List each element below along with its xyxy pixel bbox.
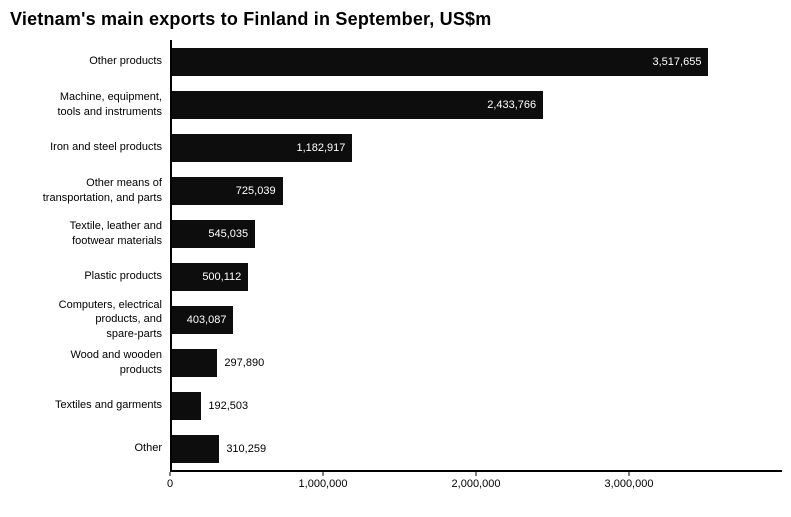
category-label: Other means of transportation, and parts	[42, 177, 162, 204]
value-label: 545,035	[208, 227, 249, 240]
value-label: 297,890	[224, 356, 265, 369]
bar	[172, 391, 202, 420]
bar-row: Iron and steel products 1,182,917	[50, 126, 782, 169]
category-label: Other products	[89, 55, 162, 68]
x-tick-label: 1,000,000	[298, 478, 348, 490]
bar: 500,112	[172, 262, 249, 291]
value-label: 725,039	[235, 184, 276, 197]
bar: 545,035	[172, 219, 256, 248]
bar-track: 500,112	[172, 255, 782, 298]
bar-row: Textile, leather and footwear materials 5…	[70, 212, 782, 255]
value-label: 2,433,766	[487, 98, 537, 111]
x-tick-mark	[475, 472, 477, 476]
value-label: 3,517,655	[652, 55, 702, 68]
bar-row: Other 310,259	[134, 427, 782, 470]
category-label: Wood and wooden products	[70, 349, 162, 376]
category-label: Iron and steel products	[50, 141, 162, 154]
bar-track: 1,182,917	[172, 126, 782, 169]
x-tick-mark	[628, 472, 630, 476]
bar-track: 545,035	[172, 212, 782, 255]
bar-track: 192,503	[172, 384, 782, 427]
bar-row: Machine, equipment, tools and instrument…	[57, 83, 782, 126]
bar-row: Plastic products 500,112	[84, 255, 782, 298]
bar-row: Textiles and garments 192,503	[55, 384, 782, 427]
value-label: 403,087	[186, 313, 227, 326]
bar-row: Other products 3,517,655	[89, 40, 782, 83]
category-label: Textiles and garments	[55, 399, 162, 412]
bar-track: 2,433,766	[172, 83, 782, 126]
bar: 2,433,766	[172, 90, 544, 119]
bar-row: Other means of transportation, and parts…	[43, 169, 782, 212]
category-label: Computers, electrical products, and spar…	[58, 299, 162, 340]
bar: 1,182,917	[172, 133, 353, 162]
x-tick-mark	[322, 472, 324, 476]
value-label: 500,112	[202, 270, 242, 283]
value-label: 1,182,917	[296, 141, 346, 154]
bar-chart: Other products 3,517,655 Machine, equipmen…	[10, 40, 782, 500]
value-label: 192,503	[208, 399, 249, 412]
x-tick-label: 3,000,000	[604, 478, 654, 490]
bar	[172, 434, 220, 463]
bar-row: Computers, electrical products, and spar…	[59, 298, 782, 341]
x-axis: 0 1,000,000 2,000,000 3,000,000	[166, 472, 782, 500]
x-tick-mark	[169, 472, 171, 476]
bar	[172, 348, 218, 377]
bar-track: 403,087	[172, 298, 782, 341]
category-label: Textile, leather and footwear materials	[69, 220, 162, 247]
x-tick-label: 0	[166, 478, 174, 490]
category-label: Plastic products	[84, 270, 162, 283]
bar: 725,039	[172, 176, 283, 205]
bar-row: Wood and wooden products 297,890	[70, 341, 782, 384]
category-label: Other	[134, 442, 162, 455]
category-label: Machine, equipment, tools and instrument…	[57, 91, 162, 118]
bar-track: 3,517,655	[172, 40, 782, 83]
plot-area: Other products 3,517,655 Machine, equipmen…	[43, 40, 782, 472]
bar-track: 297,890	[172, 341, 782, 384]
bar-track: 310,259	[172, 427, 782, 470]
value-label: 310,259	[226, 442, 267, 455]
bar: 403,087	[172, 305, 234, 334]
x-tick-label: 2,000,000	[451, 478, 501, 490]
bar: 3,517,655	[172, 47, 709, 76]
chart-title: Vietnam's main exports to Finland in Sep…	[10, 9, 492, 29]
bar-track: 725,039	[172, 169, 782, 212]
